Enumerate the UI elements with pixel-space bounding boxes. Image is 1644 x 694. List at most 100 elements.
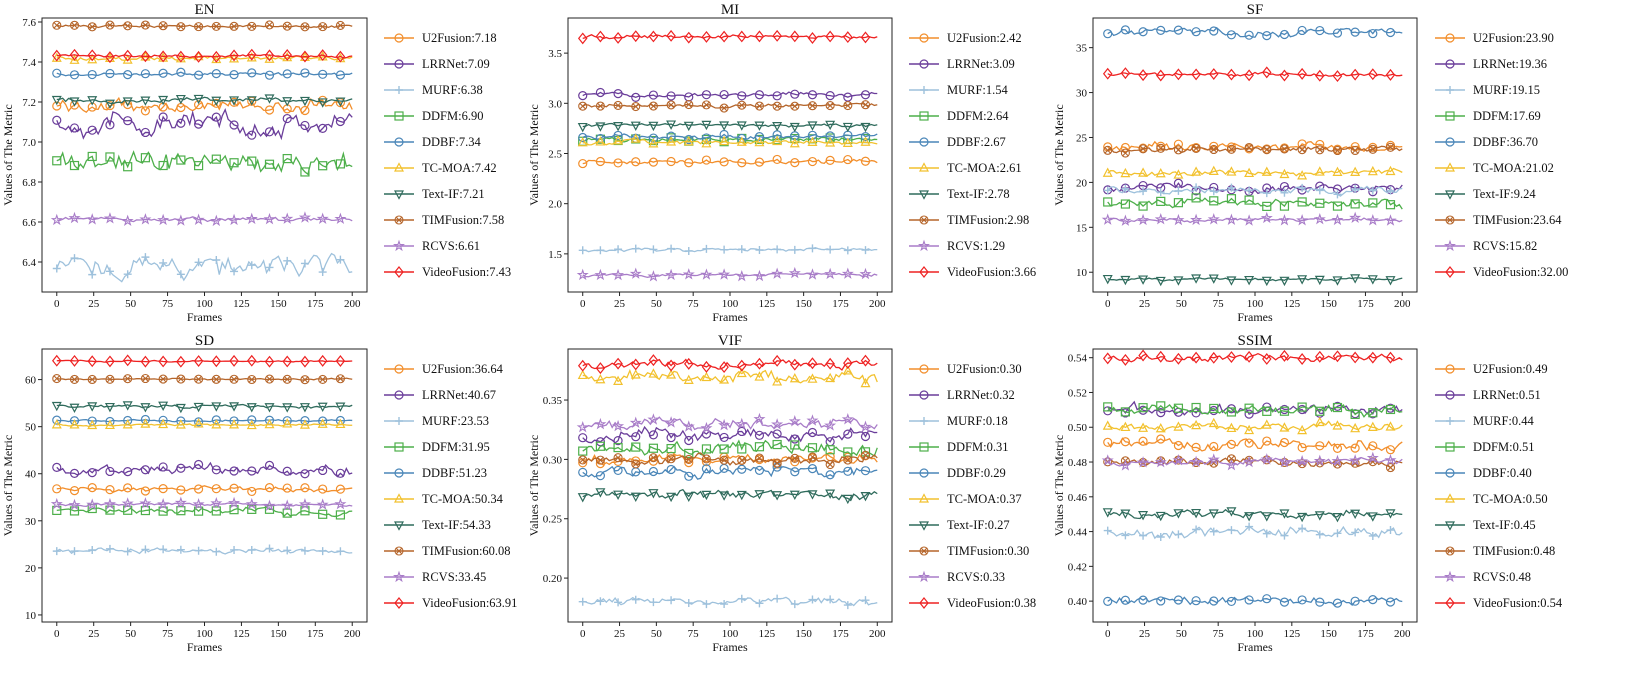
axes-frame bbox=[567, 348, 893, 623]
data-point bbox=[1261, 512, 1272, 522]
legend-label: DDBF:2.67 bbox=[947, 135, 1006, 149]
data-point bbox=[1280, 188, 1289, 197]
y-tick-label: 6.8 bbox=[22, 177, 36, 189]
data-point bbox=[1262, 352, 1272, 365]
data-point bbox=[298, 498, 311, 510]
data-point bbox=[1279, 144, 1290, 154]
data-point bbox=[1315, 530, 1324, 539]
data-point bbox=[1173, 169, 1184, 179]
data-point bbox=[630, 133, 641, 143]
legend: U2Fusion:36.64 LRRNet:40.67 MURF:23.53 DDFM… bbox=[384, 362, 517, 610]
legend-marker bbox=[394, 111, 404, 121]
data-point bbox=[192, 213, 205, 225]
data-point bbox=[684, 598, 693, 607]
legend-label: DDFM:2.64 bbox=[947, 109, 1009, 123]
data-point bbox=[282, 113, 292, 124]
data-point bbox=[1138, 436, 1148, 446]
data-point bbox=[52, 264, 61, 273]
legend-item: VideoFusion:63.91 bbox=[384, 596, 517, 610]
data-point bbox=[701, 464, 712, 474]
data-point bbox=[140, 403, 151, 413]
series-line bbox=[56, 485, 353, 493]
legend-item: LRRNet:19.36 bbox=[1435, 57, 1547, 71]
data-point bbox=[1138, 511, 1149, 521]
y-tick-label: 7.0 bbox=[22, 137, 36, 149]
legend-marker bbox=[1446, 86, 1454, 94]
data-point bbox=[69, 97, 80, 107]
data-point bbox=[1313, 212, 1326, 225]
series-layer bbox=[576, 29, 878, 282]
data-point bbox=[247, 466, 257, 476]
y-tick-label: 50 bbox=[25, 422, 37, 434]
series-line bbox=[1107, 145, 1403, 154]
series-ddfm bbox=[1103, 193, 1403, 211]
data-point bbox=[1261, 276, 1272, 287]
data-point bbox=[247, 261, 256, 270]
data-point bbox=[754, 30, 765, 43]
data-point bbox=[1367, 512, 1378, 522]
legend-item: RCVS:6.61 bbox=[384, 239, 480, 253]
data-point bbox=[612, 268, 625, 281]
data-point bbox=[754, 357, 765, 370]
x-tick-label: 200 bbox=[869, 298, 886, 310]
data-point bbox=[335, 374, 345, 384]
data-point bbox=[771, 418, 784, 430]
data-point bbox=[841, 413, 854, 425]
legend-label: TIMFusion:23.64 bbox=[1473, 213, 1562, 227]
legend-item: DDBF:7.34 bbox=[384, 135, 481, 149]
data-point bbox=[754, 101, 765, 111]
data-point bbox=[577, 369, 588, 380]
data-point bbox=[1138, 201, 1148, 211]
data-point bbox=[576, 268, 589, 281]
data-point bbox=[1351, 185, 1360, 194]
data-point bbox=[176, 374, 186, 384]
data-point bbox=[683, 121, 694, 132]
data-point bbox=[317, 49, 328, 62]
series-ddbf bbox=[1103, 25, 1403, 41]
data-point bbox=[790, 101, 800, 111]
data-point bbox=[69, 485, 80, 496]
data-point bbox=[860, 90, 871, 100]
data-point bbox=[594, 417, 607, 430]
series-lrrnet bbox=[578, 425, 878, 447]
data-point bbox=[735, 417, 748, 430]
panel-title: EN bbox=[195, 2, 215, 18]
data-point bbox=[719, 157, 729, 167]
data-point bbox=[87, 53, 98, 64]
data-point bbox=[666, 100, 676, 110]
data-point bbox=[577, 122, 588, 133]
data-point bbox=[105, 374, 115, 384]
data-point bbox=[123, 374, 133, 384]
data-point bbox=[613, 435, 623, 446]
data-point bbox=[772, 29, 782, 42]
x-tick-label: 50 bbox=[1176, 628, 1188, 640]
data-point bbox=[1208, 351, 1219, 364]
data-point bbox=[318, 547, 327, 556]
legend-marker bbox=[1443, 239, 1457, 252]
x-tick-label: 50 bbox=[125, 628, 137, 640]
data-point bbox=[1332, 276, 1343, 286]
legend-marker bbox=[1445, 521, 1455, 531]
data-point bbox=[264, 70, 275, 80]
data-point bbox=[825, 131, 835, 141]
series-line bbox=[56, 418, 353, 423]
data-point bbox=[228, 213, 241, 226]
data-point bbox=[860, 100, 871, 110]
y-axis-label: Values of The Metric bbox=[527, 104, 541, 205]
data-point bbox=[1349, 454, 1362, 466]
data-point bbox=[719, 89, 729, 100]
data-point bbox=[1173, 276, 1184, 286]
legend-item: RCVS:15.82 bbox=[1435, 239, 1537, 253]
data-point bbox=[1368, 441, 1378, 451]
legend-item: TIMFusion:23.64 bbox=[1435, 213, 1562, 227]
data-point bbox=[1278, 455, 1291, 468]
data-point bbox=[1279, 422, 1290, 432]
data-point bbox=[648, 443, 659, 453]
data-point bbox=[139, 213, 152, 225]
data-point bbox=[807, 452, 818, 462]
series-layer bbox=[50, 20, 353, 283]
panel-sd: SD 0 25 50 75 100 125 150 175 200 10 20 30 40 50 60 Fram… bbox=[1, 333, 517, 654]
legend-label: DDBF:0.40 bbox=[1473, 466, 1532, 480]
data-point bbox=[596, 597, 605, 606]
data-point bbox=[229, 354, 239, 367]
